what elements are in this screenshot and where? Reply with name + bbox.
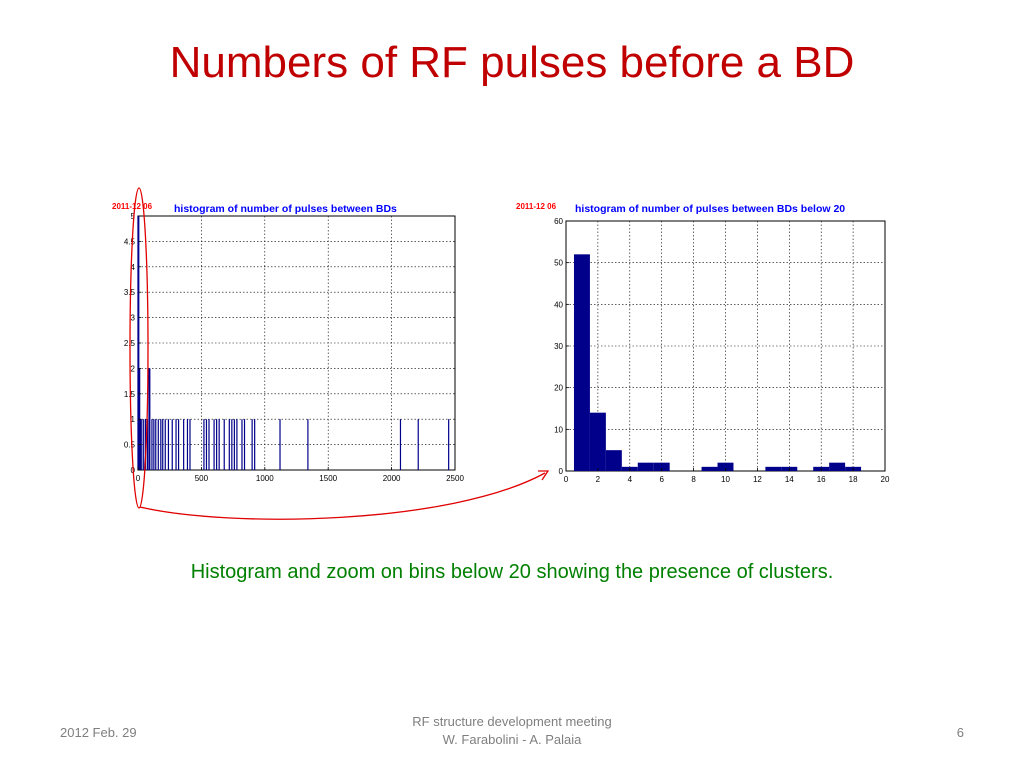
chart1-title: histogram of number of pulses between BD…: [174, 203, 397, 215]
chart2-x-tick-label-1: 2: [596, 475, 601, 484]
chart2-x-tick-label-7: 14: [785, 475, 794, 484]
chart2-x-tick-label-3: 6: [659, 475, 664, 484]
chart2-y-tick-label-4: 40: [554, 300, 563, 309]
histogram-below-20: 2011-12 06 histogram of number of pulses…: [516, 202, 890, 484]
footer-authors: W. Farabolini - A. Palaia: [442, 732, 582, 747]
chart2-y-tick-label-5: 50: [554, 259, 563, 268]
chart1-y-tick-label-4: 2: [131, 364, 136, 373]
zoom-arrow-curve: [139, 472, 546, 520]
chart2-x-tick-label-9: 18: [849, 475, 858, 484]
chart2-bar-10: [717, 462, 734, 471]
footer-meeting-name: RF structure development meeting: [412, 714, 612, 729]
chart1-x-tick-label-5: 2500: [446, 474, 464, 483]
chart2-title: histogram of number of pulses between BD…: [575, 203, 845, 215]
chart2-x-tick-label-2: 4: [628, 475, 633, 484]
chart2-bar-1: [573, 254, 590, 471]
slide-caption: Histogram and zoom on bins below 20 show…: [190, 561, 834, 583]
chart1-x-tick-label-1: 500: [195, 474, 209, 483]
chart2-bar-3: [605, 450, 622, 471]
zoom-annotation: [129, 187, 550, 520]
cluster-highlight-ellipse: [129, 187, 149, 509]
chart1-date-label: 2011-12 06: [112, 202, 153, 211]
page-number: 6: [956, 725, 964, 740]
chart1-y-tick-label-7: 3.5: [124, 288, 136, 297]
chart1-x-tick-label-0: 0: [136, 474, 141, 483]
chart1-y-tick-label-6: 3: [131, 314, 136, 323]
chart2-x-tick-label-10: 20: [881, 475, 890, 484]
chart1-y-tick-label-8: 4: [131, 263, 136, 272]
chart2-plot-area: [565, 220, 886, 472]
chart2-y-tick-label-3: 30: [554, 342, 563, 351]
chart2-bar-9: [701, 466, 718, 471]
zoom-arrow-head: [538, 470, 550, 481]
chart2-y-tick-label-1: 10: [554, 425, 563, 434]
chart2-x-tick-label-8: 16: [817, 475, 826, 484]
footer-meeting-info: RF structure development meeting W. Fara…: [312, 713, 712, 749]
chart2-bar-13: [765, 466, 782, 471]
chart2-x-tick-label-4: 8: [691, 475, 696, 484]
chart2-x-tick-label-5: 10: [721, 475, 730, 484]
slide-title: Numbers of RF pulses before a BD: [169, 38, 855, 87]
chart2-x-tick-label-0: 0: [564, 475, 569, 484]
chart1-x-tick-label-3: 1500: [319, 474, 337, 483]
chart2-bar-6: [653, 462, 670, 471]
chart1-x-tick-label-2: 1000: [256, 474, 274, 483]
chart2-y-tick-label-2: 20: [554, 384, 563, 393]
chart1-y-tick-label-9: 4.5: [124, 237, 136, 246]
chart2-bar-2: [589, 412, 606, 471]
histogram-all-pulses: 2011-12 06 histogram of number of pulses…: [112, 202, 464, 483]
chart1-y-tick-label-2: 1: [131, 415, 136, 424]
footer-date: 2012 Feb. 29: [60, 725, 137, 740]
chart2-y-tick-label-0: 0: [559, 467, 564, 476]
chart2-date-label: 2011-12 06: [516, 202, 557, 211]
chart1-x-tick-label-4: 2000: [383, 474, 401, 483]
chart2-bar-17: [829, 462, 846, 471]
chart1-y-tick-label-10: 5: [131, 212, 136, 221]
chart2-bar-5: [637, 462, 654, 471]
chart2-x-tick-label-6: 12: [753, 475, 762, 484]
chart1-y-tick-label-1: 0.5: [124, 441, 136, 450]
chart2-y-tick-label-6: 60: [554, 217, 563, 226]
